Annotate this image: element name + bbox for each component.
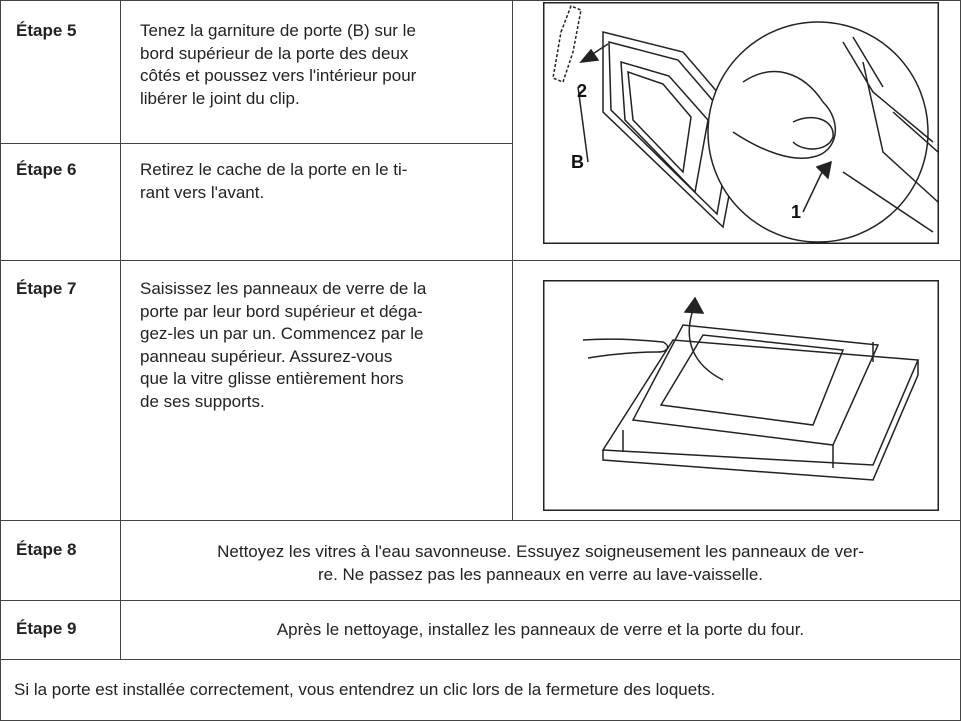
text-line: porte par leur bord supérieur et déga-: [140, 301, 423, 321]
step-text: Nettoyez les vitres à l'eau savonneuse. …: [121, 541, 960, 586]
step-label: Étape 6: [16, 160, 77, 179]
text-line: Après le nettoyage, installez les pannea…: [276, 620, 805, 639]
rule: [0, 520, 961, 521]
text-line: Tenez la garniture de porte (B) sur le: [140, 21, 416, 40]
figure-label: B: [571, 152, 584, 172]
step-label: Étape 9: [16, 619, 77, 638]
text-line: côtés et poussez vers l'intérieur pour: [140, 66, 417, 86]
rule: [0, 0, 1, 721]
rule: [0, 143, 512, 144]
rule: [512, 0, 513, 520]
step-text: Retirez le cache de la porte en le ti-ra…: [140, 159, 407, 204]
step-text: Tenez la garniture de porte (B) sur le bo…: [140, 20, 416, 110]
text-line: panneau supérieur. Assurez-vous: [140, 346, 393, 366]
text-line: que la vitre glisse entièrement hors: [140, 369, 404, 389]
rule: [120, 0, 121, 660]
step-text: Saisissez les panneaux de verre de la por…: [140, 278, 426, 414]
step-text: Après le nettoyage, installez les pannea…: [121, 619, 960, 642]
step-label: Étape 8: [16, 540, 77, 559]
door-trim-illustration: 2 B 1: [543, 2, 939, 244]
figure-label: 2: [577, 81, 587, 101]
step-label: Étape 5: [16, 21, 77, 40]
rule: [0, 659, 961, 660]
rule: [0, 600, 961, 601]
rule: [0, 0, 961, 1]
text-line: libérer le joint du clip.: [140, 88, 300, 108]
text-line: rant vers l'avant.: [140, 182, 265, 202]
step-label: Étape 7: [16, 279, 77, 298]
figure-label: 1: [791, 202, 801, 222]
text-line: bord supérieur de la porte des deux: [140, 43, 409, 63]
rule: [0, 260, 961, 261]
text-line: re. Ne passez pas les panneaux en verre …: [317, 564, 764, 584]
text-line: Retirez le cache de la porte en le ti-: [140, 160, 408, 179]
text-line: Saisissez les panneaux de verre de la: [140, 279, 427, 298]
text-line: gez-les un par un. Commencez par le: [140, 324, 424, 344]
text-line: Nettoyez les vitres à l'eau savonneuse. …: [217, 542, 864, 561]
text-line: de ses supports.: [140, 391, 265, 411]
glass-panel-illustration: [543, 280, 939, 511]
note: Si la porte est installée correctement, …: [14, 680, 716, 699]
